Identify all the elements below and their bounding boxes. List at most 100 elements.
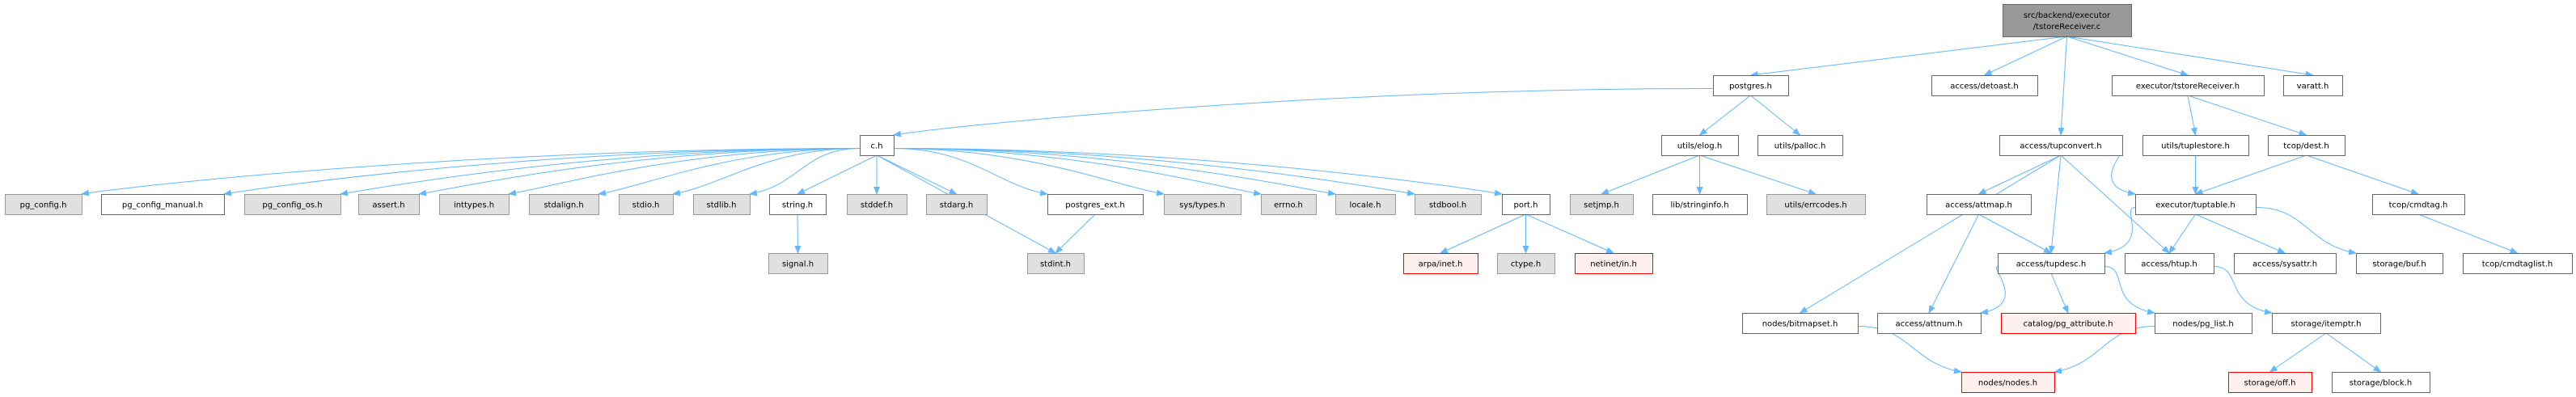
node-box: [1027, 253, 1085, 274]
node-box: [2135, 194, 2257, 215]
node-tuplestore[interactable]: utils/tuplestore.h: [2142, 135, 2249, 156]
node-inttypes: inttypes.h: [439, 194, 510, 215]
node-block[interactable]: storage/block.h: [2332, 372, 2430, 393]
edge-root-to-tstorerecv: [2066, 36, 2189, 77]
edge-ch-to-port: [893, 148, 1503, 196]
node-label: errno.h: [1274, 201, 1303, 210]
edge-itemptr-to-block: [2325, 332, 2382, 373]
node-box: [1998, 253, 2105, 274]
node-label: tcop/dest.h: [2283, 142, 2329, 151]
node-label: signal.h: [782, 260, 814, 269]
node-off: storage/off.h: [2228, 372, 2312, 393]
node-dest[interactable]: tcop/dest.h: [2268, 135, 2345, 156]
edge-elog-to-setjmp: [1601, 154, 1700, 195]
node-pg_config_manual[interactable]: pg_config_manual.h: [101, 194, 225, 215]
node-sysattr[interactable]: access/sysattr.h: [2234, 253, 2337, 274]
node-root[interactable]: src/backend/executor/tstoreReceiver.c: [2003, 4, 2132, 37]
node-box: [1877, 313, 1982, 334]
node-stdlib: stdlib.h: [693, 194, 751, 215]
node-varatt[interactable]: varatt.h: [2283, 75, 2343, 96]
node-port[interactable]: port.h: [1502, 194, 1550, 215]
node-box: [244, 194, 341, 215]
node-tuptable[interactable]: executor/tuptable.h: [2135, 194, 2257, 215]
node-box: [1742, 313, 1859, 334]
node-ch[interactable]: c.h: [860, 135, 895, 156]
node-attnum[interactable]: access/attnum.h: [1877, 313, 1982, 334]
node-box: [1415, 194, 1482, 215]
node-label: string.h: [782, 201, 813, 210]
node-label: stdio.h: [632, 201, 660, 210]
node-label: stdint.h: [1040, 260, 1071, 269]
node-errcodes: utils/errcodes.h: [1766, 194, 1866, 215]
edge-ch-to-stdbool: [893, 148, 1415, 196]
edge-ch-to-postgres_ext: [893, 148, 1048, 196]
node-ctype: ctype.h: [1497, 253, 1555, 274]
edge-tupconvert-to-bitmapset: [1799, 154, 2062, 314]
node-label: utils/tuplestore.h: [2161, 142, 2230, 151]
node-label: storage/off.h: [2244, 379, 2296, 388]
node-box: [769, 194, 827, 215]
edge-pg_list-to-nodes: [2054, 326, 2155, 374]
node-string[interactable]: string.h: [769, 194, 827, 215]
node-assert: assert.h: [358, 194, 420, 215]
edge-tuptable-to-buf: [2255, 207, 2357, 256]
node-htup[interactable]: access/htup.h: [2125, 253, 2214, 274]
node-systypes: sys/types.h: [1164, 194, 1241, 215]
edge-dest-to-cmdtag: [2306, 154, 2419, 195]
node-box: [2125, 253, 2214, 274]
node-stdbool: stdbool.h: [1415, 194, 1482, 215]
edge-postgres-to-ch: [893, 88, 1714, 137]
node-box: [101, 194, 225, 215]
node-stddef: stddef.h: [847, 194, 907, 215]
node-box: [439, 194, 510, 215]
node-tupdesc[interactable]: access/tupdesc.h: [1998, 253, 2105, 274]
node-box: [1999, 135, 2123, 156]
edge-dest-to-tuptable: [2194, 154, 2307, 195]
node-box: [1047, 194, 1144, 215]
node-buf[interactable]: storage/buf.h: [2356, 253, 2443, 274]
node-label: /tstoreReceiver.c: [2033, 23, 2101, 32]
node-label: nodes/pg_list.h: [2172, 320, 2233, 329]
node-label: netinet/in.h: [1590, 260, 1637, 269]
node-palloc[interactable]: utils/palloc.h: [1758, 135, 1843, 156]
node-elog[interactable]: utils/elog.h: [1661, 135, 1739, 156]
node-label: c.h: [870, 142, 882, 151]
node-box: [358, 194, 420, 215]
node-bitmapset[interactable]: nodes/bitmapset.h: [1742, 313, 1859, 334]
node-cmdtaglist[interactable]: tcop/cmdtaglist.h: [2463, 253, 2573, 274]
node-cmdtag[interactable]: tcop/cmdtag.h: [2372, 194, 2465, 215]
node-box: [1575, 253, 1653, 274]
edge-attmap-to-tupdesc: [1978, 213, 2052, 254]
node-box: [768, 253, 828, 274]
node-postgres_ext[interactable]: postgres_ext.h: [1047, 194, 1144, 215]
edge-ch-to-errno: [893, 148, 1262, 196]
node-attmap[interactable]: access/attmap.h: [1927, 194, 2032, 215]
node-locale: locale.h: [1335, 194, 1396, 215]
node-label: access/tupdesc.h: [2016, 260, 2086, 269]
node-label: nodes/nodes.h: [1978, 379, 2037, 388]
node-box: [1261, 194, 1317, 215]
node-postgres[interactable]: postgres.h: [1713, 75, 1789, 96]
node-tstorerecv[interactable]: executor/tstoreReceiver.h: [2112, 75, 2265, 96]
node-box: [1758, 135, 1843, 156]
node-itemptr[interactable]: storage/itemptr.h: [2272, 313, 2381, 334]
edge-ch-to-pg_config: [81, 148, 861, 196]
node-tupconvert[interactable]: access/tupconvert.h: [1999, 135, 2123, 156]
edge-ch-to-stdarg: [876, 154, 958, 195]
node-label: storage/block.h: [2350, 379, 2412, 388]
node-box: [1502, 194, 1550, 215]
edge-cmdtag-to-cmdtaglist: [2417, 213, 2519, 254]
node-label: executor/tuptable.h: [2155, 201, 2235, 210]
node-label: tcop/cmdtaglist.h: [2482, 260, 2553, 269]
node-pg_list[interactable]: nodes/pg_list.h: [2155, 313, 2252, 334]
edge-tupconvert-to-attmap: [1977, 154, 2062, 195]
edge-port-to-arpainet: [1440, 213, 1526, 254]
node-box: [1713, 75, 1789, 96]
node-box: [2142, 135, 2249, 156]
node-label: access/attnum.h: [1896, 320, 1963, 329]
node-stringinfo[interactable]: lib/stringinfo.h: [1652, 194, 1748, 215]
node-label: varatt.h: [2297, 82, 2329, 91]
edge-root-to-tupconvert: [2058, 36, 2067, 136]
node-detoast[interactable]: access/detoast.h: [1931, 75, 2038, 96]
